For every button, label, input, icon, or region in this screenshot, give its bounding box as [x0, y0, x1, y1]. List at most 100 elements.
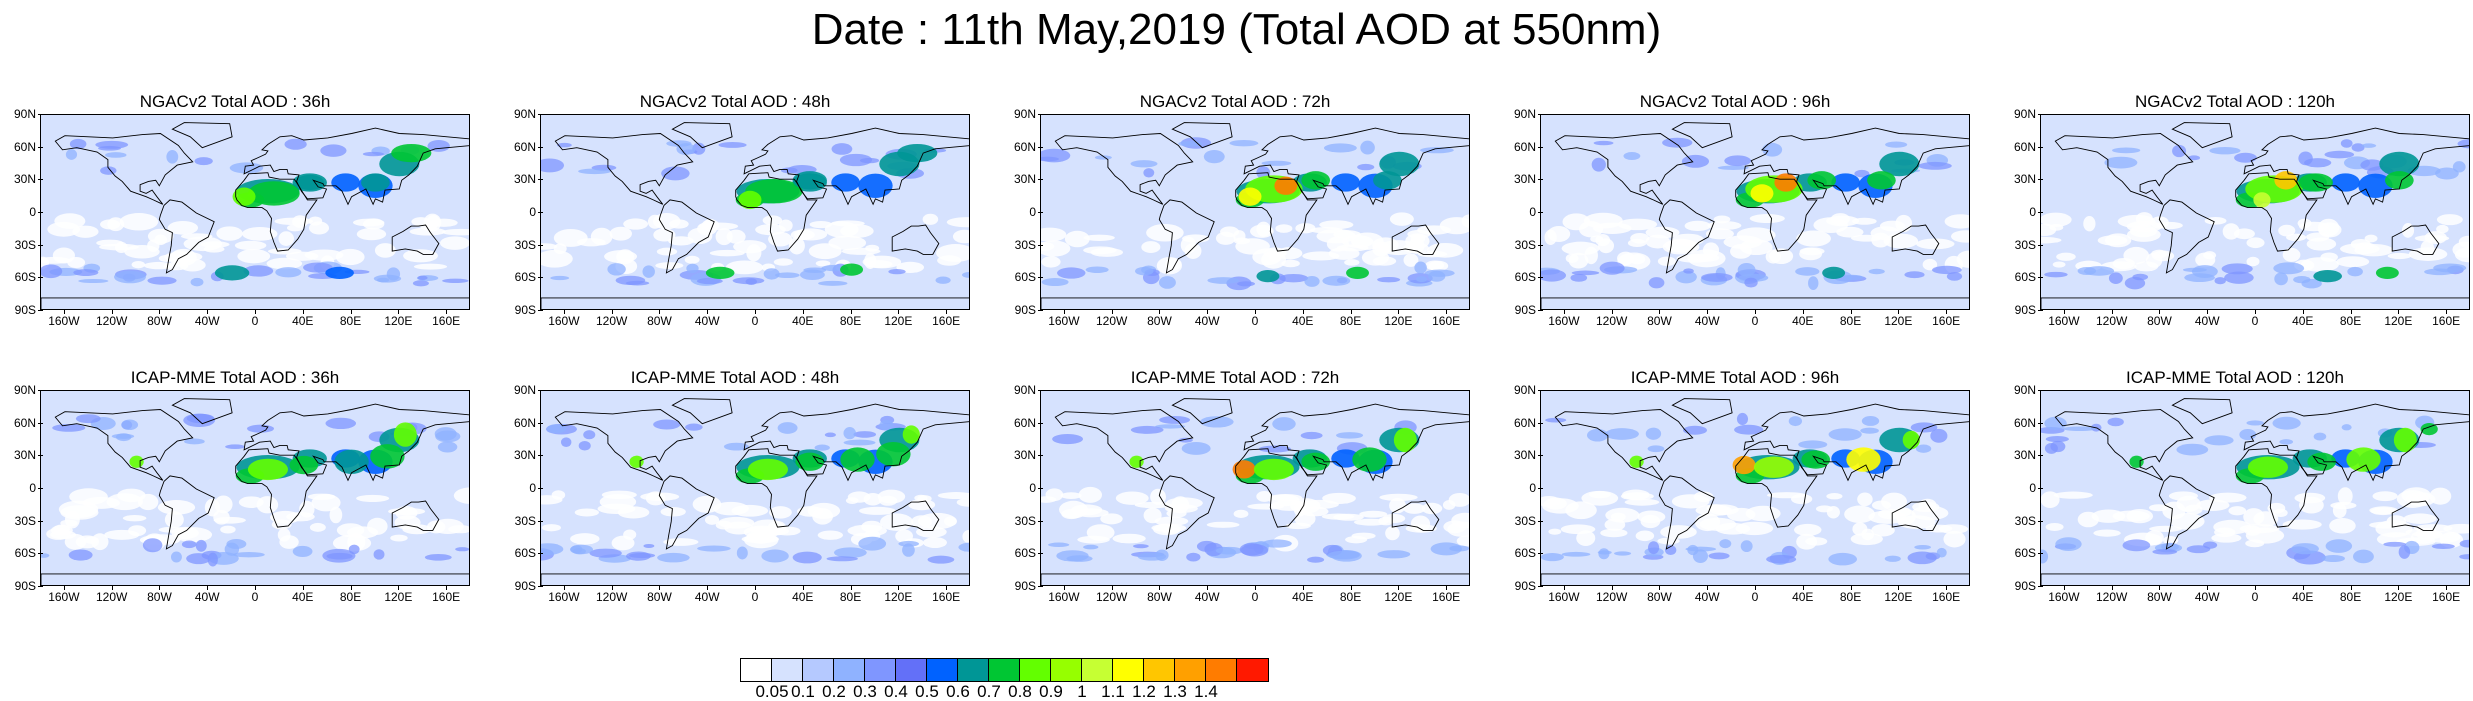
coastline — [2171, 398, 2233, 425]
high-aod-patch — [2331, 173, 2360, 192]
low-aod-patch — [1077, 535, 1110, 544]
low-aod-patch — [179, 258, 206, 272]
low-aod-patch — [2222, 223, 2240, 240]
mid-aod-patch — [1041, 148, 1071, 163]
low-aod-patch — [2337, 487, 2353, 506]
low-aod-patch — [1637, 510, 1666, 524]
lat-tick — [538, 553, 543, 555]
high-aod-patch — [2307, 452, 2337, 471]
lon-label: 0 — [2251, 590, 2259, 604]
panel-title: NGACv2 Total AOD : 96h — [1639, 92, 1831, 111]
lat-label: 30N — [1513, 172, 1536, 187]
mid-aod-patch — [1828, 552, 1857, 566]
low-aod-patch — [2436, 224, 2449, 234]
lat-label: 0 — [2029, 481, 2036, 495]
low-aod-patch — [1629, 254, 1646, 265]
high-aod-patch — [1352, 447, 1387, 472]
high-aod-patch — [334, 449, 369, 474]
lat-label: 90S — [514, 579, 536, 593]
low-aod-patch — [2196, 499, 2230, 511]
coastline — [1235, 172, 1318, 252]
lon-label: 120W — [1595, 590, 1628, 604]
low-aod-patch — [1645, 234, 1671, 249]
mid-aod-patch — [541, 158, 565, 173]
low-aod-patch — [1426, 242, 1464, 258]
low-aod-patch — [2203, 251, 2217, 260]
high-aod-patch — [1253, 458, 1294, 481]
coastline — [2243, 127, 2469, 206]
mid-aod-patch — [1357, 163, 1375, 171]
low-aod-patch — [718, 516, 755, 529]
lat-label: 60N — [13, 139, 36, 154]
mid-aod-patch — [2291, 543, 2319, 555]
lon-tick — [1946, 309, 1948, 314]
low-aod-patch — [2282, 247, 2301, 262]
lat-tick — [1038, 310, 1043, 311]
coastline — [1243, 127, 1469, 206]
lon-label: 40W — [194, 314, 220, 328]
colorbar-swatch — [896, 659, 927, 681]
lon-tick — [207, 309, 209, 314]
lon-label: 120E — [884, 590, 913, 604]
mid-aod-patch — [2274, 272, 2288, 286]
mid-aod-patch — [843, 427, 856, 440]
low-aod-patch — [687, 227, 713, 245]
low-aod-patch — [427, 520, 446, 534]
aod-field-svg — [1041, 391, 1469, 585]
high-aod-patch — [1373, 171, 1402, 190]
coastline — [2171, 122, 2233, 149]
mid-aod-patch — [1237, 281, 1256, 287]
mid-aod-patch — [2272, 416, 2301, 430]
low-aod-patch — [541, 243, 558, 250]
aod-field-svg — [1541, 115, 1969, 309]
lon-label: 160W — [1048, 590, 1080, 604]
low-aod-patch — [847, 524, 887, 537]
lon-tick — [2398, 585, 2400, 590]
colorbar-label: 0.2 — [822, 682, 846, 701]
high-aod-patch — [1346, 266, 1369, 279]
low-aod-patch — [2332, 502, 2347, 519]
lon-tick — [755, 585, 756, 590]
lat-tick — [2038, 520, 2043, 522]
coastline — [1158, 475, 1215, 550]
mid-aod-patch — [2221, 263, 2253, 275]
lon-tick — [946, 309, 948, 314]
high-aod-patch — [2298, 173, 2333, 192]
low-aod-patch — [220, 525, 236, 534]
coastline — [1671, 398, 1733, 425]
mid-aod-patch — [115, 433, 132, 442]
lat-label: 60S — [2014, 270, 2036, 285]
lat-tick — [2038, 586, 2043, 587]
mid-aod-patch — [1262, 539, 1292, 548]
lon-label: 0 — [251, 314, 259, 328]
colorbar-label: 0.4 — [884, 682, 908, 701]
lon-tick — [2446, 309, 2448, 314]
low-aod-patch — [1684, 220, 1711, 231]
low-aod-patch — [2273, 508, 2288, 518]
low-aod-patch — [332, 534, 372, 552]
panel-title: ICAP-MME Total AOD : 36h — [130, 368, 340, 387]
panel-title: NGACv2 Total AOD : 48h — [639, 92, 831, 111]
mid-aod-patch — [1561, 551, 1591, 557]
high-aod-patch — [1732, 455, 1756, 475]
mid-aod-patch — [2435, 167, 2459, 180]
coastline — [671, 398, 733, 425]
low-aod-patch — [122, 515, 147, 522]
high-aod-patch — [247, 458, 289, 481]
low-aod-patch — [1727, 507, 1756, 522]
lon-label: 120W — [1595, 314, 1628, 328]
high-aod-patch — [897, 143, 938, 163]
lat-label: 30N — [1013, 172, 1036, 187]
lon-label: 80W — [1147, 314, 1172, 328]
low-aod-patch — [1813, 217, 1849, 234]
mid-aod-patch — [557, 142, 572, 148]
lat-tick — [1538, 520, 1543, 522]
mid-aod-patch — [653, 419, 681, 430]
mid-aod-patch — [692, 142, 706, 155]
mid-aod-patch — [1541, 269, 1566, 282]
low-aod-patch — [2306, 237, 2337, 251]
lon-tick — [1063, 585, 1065, 590]
high-aod-patch — [1232, 460, 1256, 479]
mid-aod-patch — [73, 269, 99, 276]
lon-label: 80W — [1647, 314, 1672, 328]
